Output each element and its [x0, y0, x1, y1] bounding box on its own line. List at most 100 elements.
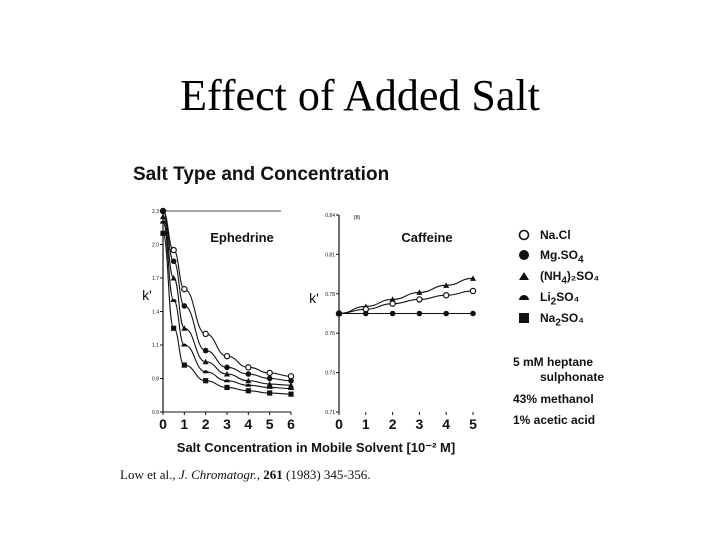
data-point	[181, 325, 188, 331]
data-point	[245, 364, 252, 371]
x-tick-label: 6	[287, 416, 295, 432]
data-point	[202, 330, 209, 338]
condition-line: sulphonate	[540, 370, 605, 384]
data-point	[389, 300, 396, 307]
data-point	[288, 382, 294, 388]
data-point	[470, 310, 476, 317]
y-tick-label: 0.81	[325, 252, 335, 258]
data-point	[245, 388, 251, 394]
y-axis-label: k'	[142, 287, 152, 303]
triangle-icon	[519, 272, 529, 280]
data-point	[470, 275, 476, 281]
data-point	[416, 310, 423, 317]
x-axis-label: Salt Concentration in Mobile Solvent [10…	[177, 440, 455, 455]
filled-square-icon	[519, 313, 529, 323]
panel-label: (B)	[354, 215, 361, 221]
x-tick-label: 4	[442, 416, 450, 432]
y-tick-label: 2.3	[152, 209, 159, 215]
data-point	[266, 381, 273, 387]
series-line	[338, 277, 474, 315]
data-point	[223, 352, 231, 360]
panel-title: Caffeine	[401, 230, 452, 245]
data-point	[160, 220, 166, 224]
data-point	[416, 289, 423, 295]
data-point	[160, 213, 166, 220]
data-point	[266, 385, 273, 389]
condition-line: 5 mM heptane	[513, 355, 594, 369]
data-point	[288, 377, 294, 384]
x-tick-label: 2	[389, 416, 397, 432]
x-tick-label: 4	[244, 416, 252, 432]
data-point	[389, 310, 396, 317]
y-tick-label: 2.0	[152, 243, 159, 249]
data-point	[224, 379, 230, 383]
data-point	[245, 371, 252, 377]
x-tick-label: 3	[223, 416, 231, 432]
x-tick-label: 1	[362, 416, 370, 432]
y-axis-label: k'	[309, 290, 319, 306]
legend-label: Li2SO₄	[540, 290, 580, 308]
data-point	[170, 275, 177, 281]
data-point	[288, 387, 294, 391]
slide-title: Effect of Added Salt	[180, 71, 540, 120]
data-point	[171, 325, 177, 331]
x-tick-label: 2	[202, 416, 210, 432]
data-point	[224, 384, 230, 391]
data-point	[416, 296, 423, 303]
data-point	[224, 371, 230, 377]
condition-line: 1% acetic acid	[513, 413, 596, 427]
data-point	[443, 292, 450, 299]
figure-heading: Salt Type and Concentration	[133, 164, 390, 185]
y-tick-label: 1.7	[152, 276, 159, 282]
condition-line: 43% methanol	[513, 392, 594, 406]
data-point	[170, 298, 177, 302]
data-point	[443, 282, 450, 288]
y-tick-label: 1.4	[152, 310, 159, 316]
x-tick-label: 1	[180, 416, 188, 432]
data-point	[469, 287, 477, 295]
data-point	[245, 377, 252, 384]
data-point	[288, 391, 294, 397]
open-circle-icon	[518, 229, 530, 241]
data-point	[224, 364, 230, 371]
citation: Low et al., J. Chromatogr., 261 (1983) 3…	[120, 467, 371, 482]
data-point	[336, 310, 342, 317]
data-point	[181, 362, 187, 368]
filled-circle-icon	[519, 250, 529, 260]
data-point	[203, 378, 209, 384]
x-tick-label: 0	[335, 416, 343, 432]
legend-label: Na.Cl	[540, 228, 571, 242]
y-tick-label: 0.84	[325, 213, 335, 219]
data-point	[181, 303, 188, 309]
legend-label: Mg.SO4	[540, 248, 584, 266]
data-point	[245, 383, 252, 387]
data-point	[266, 375, 273, 382]
y-tick-label: 0.73	[325, 371, 335, 377]
y-tick-label: 0.71	[325, 410, 335, 416]
data-point	[160, 230, 166, 236]
y-tick-label: 1.1	[152, 343, 159, 349]
y-tick-label: 0.5	[152, 410, 159, 416]
y-tick-label: 0.75	[325, 331, 335, 337]
legend-label: (NH4)₂SO₄	[540, 269, 600, 287]
data-point	[389, 296, 396, 302]
data-point	[202, 347, 209, 354]
data-point	[170, 246, 177, 254]
data-point	[181, 285, 188, 293]
data-point	[170, 258, 177, 265]
y-tick-label: 0.78	[325, 292, 335, 298]
panel-title: Ephedrine	[210, 230, 274, 245]
data-point	[160, 208, 166, 214]
data-point	[363, 310, 369, 317]
data-point	[443, 310, 450, 317]
x-tick-label: 5	[266, 416, 274, 432]
x-tick-label: 5	[469, 416, 477, 432]
half-circle-icon	[519, 295, 529, 300]
data-point	[266, 369, 273, 377]
series-line	[338, 290, 474, 315]
x-tick-label: 0	[159, 416, 167, 432]
x-tick-label: 3	[416, 416, 424, 432]
data-point	[181, 343, 188, 347]
legend-label: Na2SO₄	[540, 311, 584, 329]
